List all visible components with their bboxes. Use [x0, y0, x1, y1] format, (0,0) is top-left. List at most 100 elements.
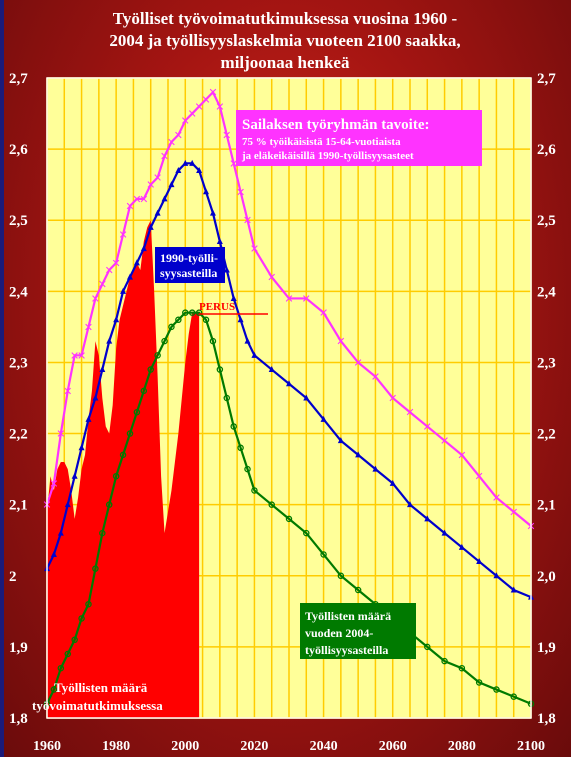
scenario-1990-point-marker	[99, 366, 106, 373]
scenario-1990-point-marker	[268, 366, 275, 373]
scenario-1990-point-marker	[175, 166, 182, 173]
scenario-1990-point-marker	[303, 394, 310, 401]
y-tick-label-left: 2,7	[9, 71, 28, 87]
y-tick-label-right: 2,4	[537, 284, 556, 300]
target-point-marker: ✕	[440, 435, 449, 448]
chart-title-line-3: miljoonaa henkeä	[221, 53, 350, 72]
baseline-point-marker	[195, 309, 203, 316]
y-tick-label-left: 2,6	[9, 142, 28, 158]
baseline-point-marker	[119, 451, 127, 459]
x-tick-label: 1960	[33, 739, 61, 754]
y-tick-label-left: 1,9	[9, 640, 28, 656]
target-point-marker: ✕	[63, 385, 72, 398]
target-point-marker: ✕	[188, 108, 197, 121]
x-tick-label: 1980	[102, 739, 130, 754]
baseline-point-marker	[216, 366, 224, 373]
scenario-1990-point-marker	[407, 501, 413, 508]
baseline-point-marker	[64, 650, 71, 658]
chart-title-line-2: 2004 ja työllisyyslaskelmia vuoteen 2100…	[109, 31, 460, 50]
y-tick-label-right: 1,9	[537, 640, 556, 656]
baseline-annotation-box	[300, 603, 416, 659]
target-point-marker: ✕	[112, 257, 121, 270]
target-point-marker: ✕	[492, 492, 501, 505]
target-point-marker: ✕	[354, 356, 363, 369]
baseline-point-marker	[105, 501, 113, 508]
target-line	[45, 90, 532, 527]
scenario-1990-point-marker	[71, 472, 78, 479]
target-point-marker: ✕	[153, 172, 162, 185]
baseline-point-marker	[303, 529, 310, 537]
scenario-1990-point-marker	[154, 209, 161, 216]
scenario-1990-point-marker	[223, 266, 230, 273]
scenario-1990-point-marker	[113, 316, 120, 323]
scenario-1990-point-marker	[389, 479, 396, 486]
baseline-point-marker	[50, 686, 58, 693]
scenario-1990-point-marker	[182, 159, 189, 166]
scenario-1990-point-marker	[189, 159, 196, 166]
scenario-1990-point-marker	[140, 245, 147, 252]
scenario-1990-point-marker	[244, 337, 251, 344]
target-point-marker: ✕	[336, 335, 345, 348]
baseline-point-marker	[85, 600, 92, 608]
y-axis-left-labels: 1,8 1,9 2 2,1 2,2 2,3 2,4 2,5 2,6 2,7	[9, 71, 28, 727]
target-point-marker: ✕	[267, 271, 276, 284]
x-tick-label: 2040	[310, 739, 338, 754]
chart-title-line-1: Työlliset työvoimatutkimuksessa vuosina …	[113, 9, 458, 28]
y-tick-label-left: 2,2	[9, 427, 28, 443]
target-point-marker: ✕	[174, 129, 183, 142]
x-tick-label: 2100	[517, 739, 545, 754]
target-annotation-line-2: ja eläkeikäisillä 1990-työllisyysasteet	[241, 150, 414, 162]
scenario-1990-point-marker	[458, 543, 465, 550]
scenario-1990-point-marker	[493, 572, 500, 579]
target-point-marker: ✕	[91, 292, 100, 305]
actual-annotation-line-2: työvoimatutkimuksessa	[32, 698, 163, 713]
baseline-point-marker	[133, 408, 141, 416]
target-point-marker: ✕	[423, 420, 432, 433]
target-point-marker: ✕	[195, 100, 204, 113]
baseline-point-marker	[510, 693, 517, 700]
y-tick-label-left: 2,3	[9, 355, 28, 371]
baseline-point-marker	[92, 565, 99, 572]
baseline-point-marker	[320, 551, 327, 558]
actual-employment-area	[47, 220, 200, 718]
scenario-1990-point-marker	[286, 380, 292, 387]
scenario-1990-point-marker	[78, 444, 85, 451]
scenario-1990-annotation-box	[155, 247, 225, 283]
target-point-marker: ✕	[388, 392, 397, 405]
baseline-point-marker	[202, 316, 210, 324]
target-point-marker: ✕	[457, 449, 466, 462]
scenario-1990-annotation-line-1: 1990-työlli-	[160, 251, 218, 265]
scenario-1990-point-marker	[372, 465, 379, 472]
scenario-1990-point-marker	[126, 273, 133, 280]
scenario-1990-point-marker	[476, 558, 483, 565]
scenario-1990-point-marker	[230, 294, 237, 301]
y-tick-label-right: 2,0	[537, 569, 556, 585]
scenario-1990-point-marker	[441, 529, 448, 536]
target-point-marker: ✕	[84, 321, 93, 334]
x-tick-label: 2020	[240, 739, 268, 754]
baseline-annotation: Työllisten määrä vuoden 2004- työllisyys…	[300, 603, 416, 659]
y-tick-label-right: 2,6	[537, 142, 556, 158]
left-edge-bar	[0, 0, 4, 757]
y-axis-right-labels: 1,8 1,9 2,0 2,1 2,2 2,3 2,4 2,5 2,6 2,7	[537, 71, 556, 727]
scenario-1990-point-marker	[57, 529, 64, 536]
target-point-marker: ✕	[236, 186, 245, 199]
scenario-1990-point-marker	[133, 259, 140, 266]
baseline-point-marker	[230, 423, 237, 430]
target-point-marker: ✕	[371, 371, 380, 384]
baseline-point-marker	[161, 337, 168, 345]
target-point-marker: ✕	[475, 470, 484, 483]
scenario-1990-point-marker	[337, 437, 344, 444]
target-point-marker: ✕	[49, 477, 58, 490]
scenario-1990-line-group	[44, 159, 534, 600]
scenario-1990-annotation-line-2: syysasteilla	[160, 266, 217, 280]
target-point-marker: ✕	[319, 307, 328, 320]
target-annotation-line-1: 75 % työikäisistä 15-64-vuotiaista	[242, 136, 401, 148]
scenario-1990-point-marker	[120, 287, 127, 294]
baseline-point-marker	[168, 323, 175, 331]
scenario-1990-point-marker	[147, 223, 154, 230]
target-point-marker: ✕	[405, 406, 414, 419]
y-tick-label-left: 2,5	[9, 213, 28, 229]
target-point-marker: ✕	[56, 428, 65, 441]
